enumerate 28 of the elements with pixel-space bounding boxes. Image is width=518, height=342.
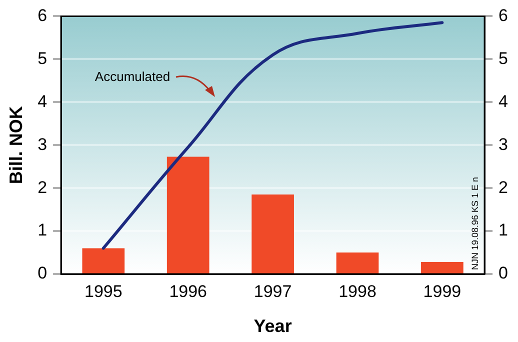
y2-tick-label: 2 <box>498 178 508 197</box>
bar <box>166 156 210 274</box>
x-tick-label: 1996 <box>169 282 208 301</box>
y-axis-title: Bill. NOK <box>6 106 26 184</box>
bar <box>421 262 464 274</box>
y2-tick-label: 6 <box>498 6 508 25</box>
y2-tick-label: 3 <box>498 134 508 154</box>
x-tick-label: 1997 <box>254 282 292 301</box>
y2-tick-label: 4 <box>498 92 508 111</box>
y2-tick-label: 1 <box>498 220 508 240</box>
annotation: NJN 19.08.96 KS 1 E n <box>470 176 480 270</box>
y-tick-label: 4 <box>38 92 48 111</box>
x-axis-title: Year <box>254 316 292 336</box>
y-tick-label: 3 <box>38 134 48 154</box>
y-tick-label: 1 <box>38 220 48 240</box>
y-tick-label: 6 <box>38 6 48 25</box>
x-tick-label: 1999 <box>423 282 462 301</box>
bar <box>252 194 294 274</box>
y-tick-label: 0 <box>38 264 48 283</box>
text: Accumulated <box>94 68 170 84</box>
bar <box>82 248 125 274</box>
x-tick-label: 1998 <box>338 282 376 301</box>
x-tick-label: 1995 <box>84 282 122 301</box>
y-tick-label: 2 <box>38 178 48 197</box>
bar <box>336 252 379 274</box>
y2-tick-label: 0 <box>498 264 508 283</box>
y2-tick-label: 5 <box>498 48 508 68</box>
y-tick-label: 5 <box>38 48 48 68</box>
